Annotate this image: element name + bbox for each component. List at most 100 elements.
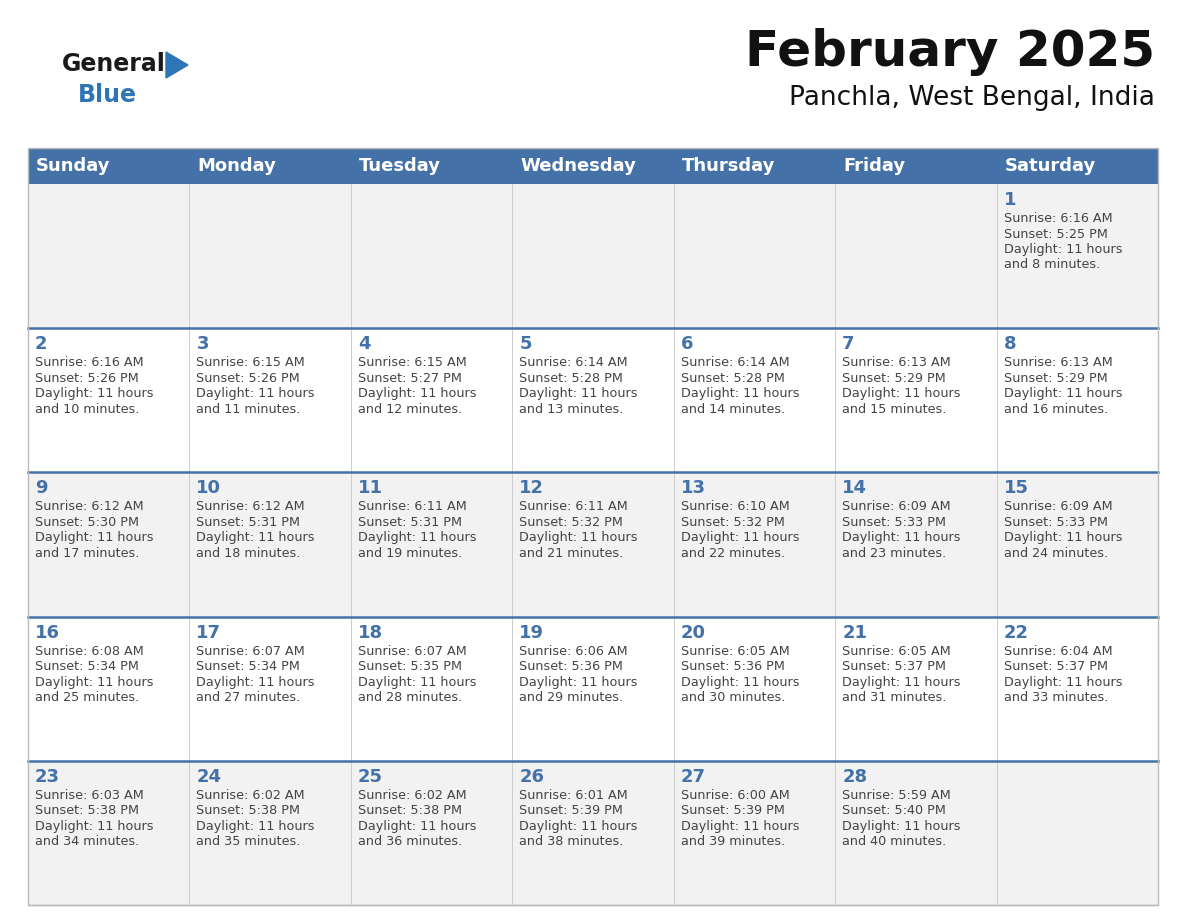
Text: 20: 20 xyxy=(681,623,706,642)
Text: Sunrise: 6:13 AM: Sunrise: 6:13 AM xyxy=(1004,356,1112,369)
Text: Sunset: 5:39 PM: Sunset: 5:39 PM xyxy=(519,804,624,817)
Text: and 30 minutes.: and 30 minutes. xyxy=(681,691,785,704)
Text: Daylight: 11 hours: Daylight: 11 hours xyxy=(358,820,476,833)
Text: and 13 minutes.: and 13 minutes. xyxy=(519,403,624,416)
Text: and 10 minutes.: and 10 minutes. xyxy=(34,403,139,416)
Text: and 21 minutes.: and 21 minutes. xyxy=(519,547,624,560)
Text: General: General xyxy=(62,52,166,76)
Text: Sunrise: 6:02 AM: Sunrise: 6:02 AM xyxy=(358,789,467,801)
Text: 24: 24 xyxy=(196,767,221,786)
Text: Daylight: 11 hours: Daylight: 11 hours xyxy=(681,820,800,833)
Text: Sunset: 5:34 PM: Sunset: 5:34 PM xyxy=(196,660,301,673)
Text: Sunrise: 6:09 AM: Sunrise: 6:09 AM xyxy=(1004,500,1112,513)
Text: and 19 minutes.: and 19 minutes. xyxy=(358,547,462,560)
Text: Sunrise: 6:07 AM: Sunrise: 6:07 AM xyxy=(358,644,467,657)
Text: Sunrise: 6:03 AM: Sunrise: 6:03 AM xyxy=(34,789,144,801)
Text: Daylight: 11 hours: Daylight: 11 hours xyxy=(196,387,315,400)
Text: and 39 minutes.: and 39 minutes. xyxy=(681,835,785,848)
Text: Wednesday: Wednesday xyxy=(520,157,636,175)
Text: 1: 1 xyxy=(1004,191,1016,209)
Text: and 22 minutes.: and 22 minutes. xyxy=(681,547,785,560)
Text: Sunset: 5:34 PM: Sunset: 5:34 PM xyxy=(34,660,139,673)
Text: Daylight: 11 hours: Daylight: 11 hours xyxy=(681,676,800,688)
Text: and 23 minutes.: and 23 minutes. xyxy=(842,547,947,560)
Text: Sunset: 5:28 PM: Sunset: 5:28 PM xyxy=(681,372,784,385)
Text: 18: 18 xyxy=(358,623,383,642)
Text: and 12 minutes.: and 12 minutes. xyxy=(358,403,462,416)
Text: 8: 8 xyxy=(1004,335,1016,353)
Text: Daylight: 11 hours: Daylight: 11 hours xyxy=(34,820,153,833)
Text: 2: 2 xyxy=(34,335,48,353)
Text: and 27 minutes.: and 27 minutes. xyxy=(196,691,301,704)
Text: Daylight: 11 hours: Daylight: 11 hours xyxy=(34,532,153,544)
Text: 7: 7 xyxy=(842,335,854,353)
Text: Daylight: 11 hours: Daylight: 11 hours xyxy=(842,532,961,544)
Text: Sunset: 5:28 PM: Sunset: 5:28 PM xyxy=(519,372,624,385)
Text: 10: 10 xyxy=(196,479,221,498)
Text: and 11 minutes.: and 11 minutes. xyxy=(196,403,301,416)
Text: Daylight: 11 hours: Daylight: 11 hours xyxy=(1004,243,1123,256)
Text: 3: 3 xyxy=(196,335,209,353)
Text: 6: 6 xyxy=(681,335,694,353)
Text: Daylight: 11 hours: Daylight: 11 hours xyxy=(842,676,961,688)
Text: 15: 15 xyxy=(1004,479,1029,498)
Text: Sunset: 5:25 PM: Sunset: 5:25 PM xyxy=(1004,228,1107,241)
Text: February 2025: February 2025 xyxy=(745,28,1155,76)
Text: 16: 16 xyxy=(34,623,61,642)
Text: Daylight: 11 hours: Daylight: 11 hours xyxy=(34,387,153,400)
Text: and 36 minutes.: and 36 minutes. xyxy=(358,835,462,848)
Text: Sunset: 5:38 PM: Sunset: 5:38 PM xyxy=(34,804,139,817)
Text: Daylight: 11 hours: Daylight: 11 hours xyxy=(842,820,961,833)
Text: Sunday: Sunday xyxy=(36,157,110,175)
Text: Daylight: 11 hours: Daylight: 11 hours xyxy=(358,387,476,400)
Text: 13: 13 xyxy=(681,479,706,498)
Text: Sunset: 5:29 PM: Sunset: 5:29 PM xyxy=(1004,372,1107,385)
Text: Sunrise: 6:05 AM: Sunrise: 6:05 AM xyxy=(681,644,790,657)
Text: and 33 minutes.: and 33 minutes. xyxy=(1004,691,1108,704)
Text: Daylight: 11 hours: Daylight: 11 hours xyxy=(196,532,315,544)
Text: Sunrise: 6:10 AM: Sunrise: 6:10 AM xyxy=(681,500,790,513)
Text: Sunset: 5:31 PM: Sunset: 5:31 PM xyxy=(196,516,301,529)
Text: Sunset: 5:32 PM: Sunset: 5:32 PM xyxy=(681,516,784,529)
Text: and 18 minutes.: and 18 minutes. xyxy=(196,547,301,560)
Text: and 17 minutes.: and 17 minutes. xyxy=(34,547,139,560)
Text: Sunrise: 6:00 AM: Sunrise: 6:00 AM xyxy=(681,789,790,801)
Text: Blue: Blue xyxy=(78,83,137,107)
Text: Sunrise: 6:12 AM: Sunrise: 6:12 AM xyxy=(34,500,144,513)
Text: and 8 minutes.: and 8 minutes. xyxy=(1004,259,1100,272)
Text: Sunrise: 5:59 AM: Sunrise: 5:59 AM xyxy=(842,789,950,801)
Text: Sunset: 5:40 PM: Sunset: 5:40 PM xyxy=(842,804,946,817)
Text: Sunrise: 6:14 AM: Sunrise: 6:14 AM xyxy=(681,356,789,369)
Text: Sunset: 5:32 PM: Sunset: 5:32 PM xyxy=(519,516,624,529)
Text: and 24 minutes.: and 24 minutes. xyxy=(1004,547,1107,560)
Text: Sunrise: 6:05 AM: Sunrise: 6:05 AM xyxy=(842,644,950,657)
Text: Sunset: 5:27 PM: Sunset: 5:27 PM xyxy=(358,372,462,385)
Text: Sunset: 5:26 PM: Sunset: 5:26 PM xyxy=(34,372,139,385)
Text: Sunrise: 6:02 AM: Sunrise: 6:02 AM xyxy=(196,789,305,801)
Text: Sunrise: 6:12 AM: Sunrise: 6:12 AM xyxy=(196,500,305,513)
Text: Sunrise: 6:11 AM: Sunrise: 6:11 AM xyxy=(519,500,628,513)
Text: and 31 minutes.: and 31 minutes. xyxy=(842,691,947,704)
Text: Saturday: Saturday xyxy=(1005,157,1095,175)
Bar xyxy=(29,473,1158,617)
Text: Daylight: 11 hours: Daylight: 11 hours xyxy=(681,387,800,400)
Bar xyxy=(29,329,1158,473)
Text: Sunrise: 6:16 AM: Sunrise: 6:16 AM xyxy=(34,356,144,369)
Text: 11: 11 xyxy=(358,479,383,498)
Text: 19: 19 xyxy=(519,623,544,642)
Text: and 34 minutes.: and 34 minutes. xyxy=(34,835,139,848)
Text: Daylight: 11 hours: Daylight: 11 hours xyxy=(196,676,315,688)
Polygon shape xyxy=(166,52,188,78)
Bar xyxy=(29,148,1158,905)
Text: Daylight: 11 hours: Daylight: 11 hours xyxy=(34,676,153,688)
Text: Sunset: 5:36 PM: Sunset: 5:36 PM xyxy=(681,660,784,673)
Text: 9: 9 xyxy=(34,479,48,498)
Text: Sunset: 5:37 PM: Sunset: 5:37 PM xyxy=(1004,660,1107,673)
Bar xyxy=(29,617,1158,761)
Text: Sunset: 5:38 PM: Sunset: 5:38 PM xyxy=(358,804,462,817)
Text: Sunrise: 6:11 AM: Sunrise: 6:11 AM xyxy=(358,500,467,513)
Text: Sunset: 5:37 PM: Sunset: 5:37 PM xyxy=(842,660,946,673)
Text: 26: 26 xyxy=(519,767,544,786)
Text: 23: 23 xyxy=(34,767,61,786)
Text: Sunrise: 6:15 AM: Sunrise: 6:15 AM xyxy=(196,356,305,369)
